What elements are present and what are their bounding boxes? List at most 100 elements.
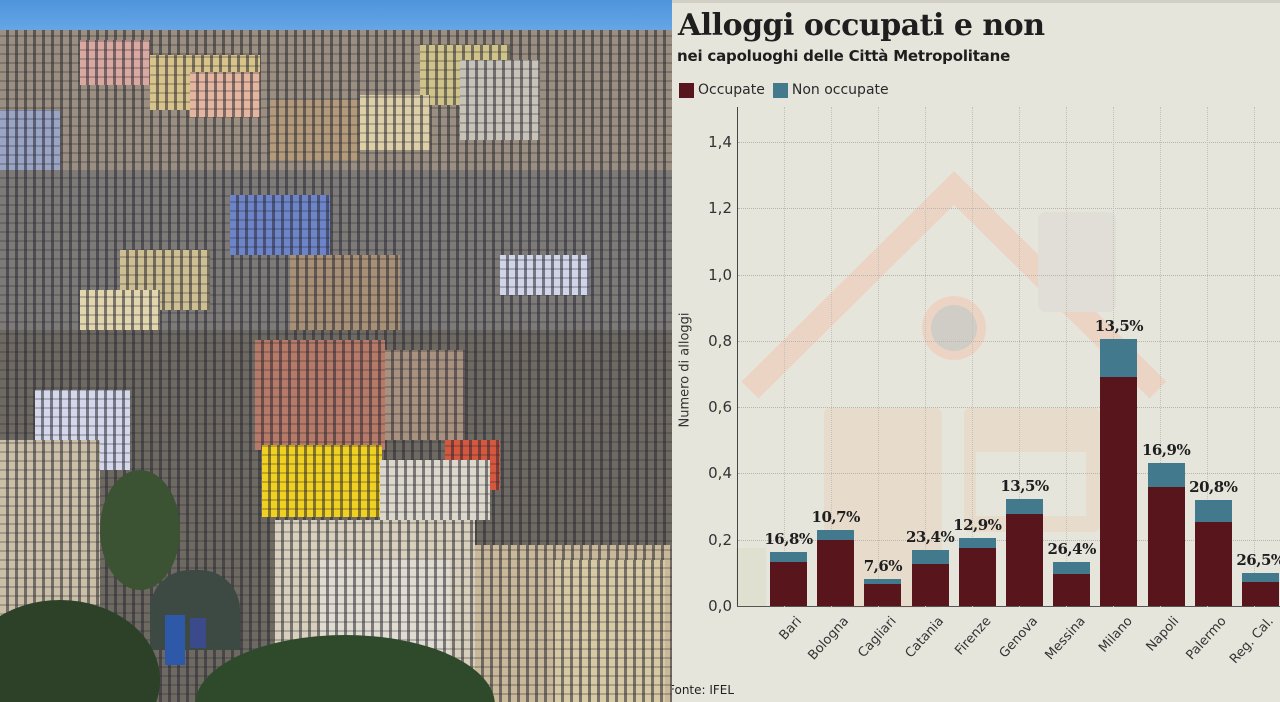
y-axis-line [737, 107, 738, 607]
gridline-horizontal [738, 407, 1280, 409]
bar-segment-non-occupate [911, 549, 949, 564]
yellow-building [262, 445, 382, 517]
gridline-vertical [1160, 107, 1161, 607]
gridline-vertical [1207, 107, 1208, 607]
building [80, 40, 150, 85]
x-tick-label: Bologna [805, 614, 853, 664]
building [555, 560, 665, 702]
x-tick-label: Genova [996, 614, 1042, 662]
bar-segment-occupate [770, 561, 807, 606]
bar-data-label: 7,6% [863, 557, 903, 576]
x-tick-label: Reg. Cal. [1227, 614, 1278, 667]
bar-segment-occupate [1194, 522, 1232, 606]
legend-label-non-occupate: Non occupate [791, 82, 889, 98]
building [385, 350, 465, 440]
bar-firenze [958, 538, 996, 606]
bar-catania [911, 549, 949, 606]
bar-segment-occupate [817, 540, 855, 606]
legend-item-non-occupate: Non occupate [772, 82, 889, 98]
plot-area: Numero di alloggi 0,0 0,2 0,4 0,6 0,8 1,0 1,2 1… [672, 0, 1280, 702]
bar-segment-non-occupate [1006, 498, 1043, 514]
y-tick-label: 1,2 [708, 199, 732, 218]
legend-swatch-occupate [679, 82, 694, 98]
bar-data-label: 16,9% [1141, 441, 1191, 460]
bar-data-label: 23,4% [905, 527, 955, 546]
bar-segment-non-occupate [1147, 463, 1185, 487]
bar-data-label: 16,8% [764, 529, 813, 548]
bar-data-label: 10,7% [811, 508, 861, 527]
bar-bologna [817, 530, 855, 606]
y-tick-label: 1,4 [708, 132, 732, 151]
gridline-horizontal [738, 340, 1280, 342]
x-tick-label: Milano [1095, 614, 1136, 656]
bar-genova [1006, 498, 1043, 606]
bar-segment-occupate [911, 563, 949, 606]
bar-messina [1053, 561, 1091, 606]
bar-palermo [1194, 499, 1232, 606]
gridline-horizontal [738, 141, 1280, 143]
building [230, 195, 330, 255]
bar-segment-occupate [1100, 376, 1138, 606]
bar-segment-occupate [1242, 582, 1279, 606]
y-tick-label: 0,6 [708, 398, 732, 417]
bar-data-label: 13,5% [1000, 476, 1049, 495]
tree [100, 470, 180, 590]
bar-segment-non-occupate [864, 579, 902, 585]
bar-data-label: 13,5% [1094, 316, 1144, 335]
bar-segment-occupate [1053, 573, 1091, 606]
legend-label-occupate: Occupate [698, 82, 765, 98]
building [290, 255, 400, 330]
gridline-vertical [1254, 107, 1255, 607]
building [460, 60, 540, 140]
bar-data-label: 12,9% [953, 516, 1002, 535]
legend-swatch-non-occupate [772, 82, 788, 98]
bar-segment-occupate [958, 547, 996, 606]
gridline-vertical [831, 107, 832, 607]
bar-segment-non-occupate [1053, 561, 1091, 574]
bar-segment-occupate [1006, 513, 1043, 606]
train [190, 618, 206, 648]
building [190, 72, 260, 117]
bar-segment-non-occupate [770, 551, 807, 562]
bar-reg-cal [1242, 572, 1279, 606]
bar-data-label: 20,8% [1189, 477, 1238, 496]
gridline-vertical [1019, 107, 1020, 607]
source-note: Fonte: IFEL [672, 683, 735, 697]
building [35, 390, 130, 470]
x-tick-label: Palermo [1183, 614, 1230, 664]
x-tick-label: Messina [1042, 614, 1089, 664]
gridline-horizontal [738, 208, 1280, 210]
x-tick-label: Cagliari [855, 614, 900, 661]
legend-item-occupate: Occupate [679, 82, 765, 98]
gridline-vertical [925, 107, 926, 607]
gridline-vertical [878, 107, 879, 607]
bar-segment-non-occupate [1242, 572, 1279, 583]
y-tick-label: 0,8 [708, 331, 732, 350]
bar-segment-occupate [1147, 486, 1185, 606]
building [500, 255, 590, 295]
bar-napoli [1147, 463, 1185, 606]
city-photo [0, 0, 672, 702]
bar-segment-non-occupate [958, 538, 996, 548]
x-axis-line [737, 606, 1280, 607]
gridline-horizontal [738, 274, 1280, 276]
building [255, 340, 385, 450]
chart-legend: Occupate Non occupate [679, 82, 889, 98]
building [360, 95, 430, 150]
chart-panel: Alloggi occupati e non nei capoluoghi de… [672, 0, 1280, 702]
bar-bari [770, 551, 807, 606]
bar-milano [1100, 338, 1138, 606]
gridline-horizontal [738, 473, 1280, 475]
top-rule [672, 0, 1280, 3]
y-tick-label: 1,0 [708, 265, 732, 284]
building [380, 460, 490, 520]
x-tick-label: Napoli [1144, 614, 1183, 655]
gridline-vertical [972, 107, 973, 607]
gridline-vertical [1066, 107, 1067, 607]
chart-subtitle: nei capoluoghi delle Città Metropolitane [677, 47, 1011, 65]
x-tick-label: Firenze [951, 614, 994, 659]
y-tick-label: 0,2 [708, 530, 732, 549]
y-tick-label: 0,0 [708, 597, 732, 615]
bar-data-label: 26,5% [1236, 550, 1280, 569]
chart-title: Alloggi occupati e non [678, 8, 1045, 43]
